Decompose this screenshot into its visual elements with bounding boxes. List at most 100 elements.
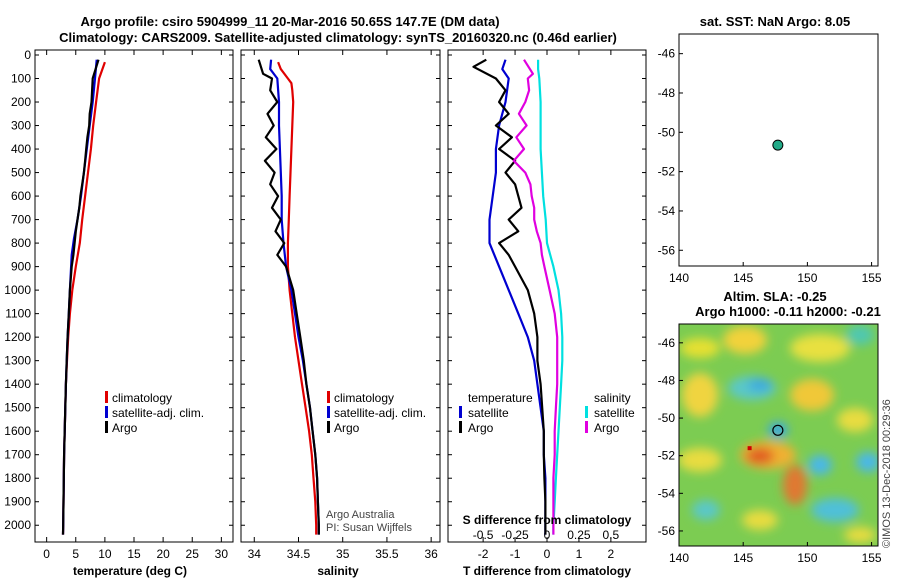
- x-top-tick-label: 0.5: [603, 528, 620, 542]
- map-y-tick-label: -52: [658, 165, 676, 179]
- legend-swatch-satellite: [327, 406, 330, 418]
- legend-label-t-satellite: satellite: [468, 406, 509, 420]
- depth-tick-label: 600: [11, 189, 31, 203]
- depth-tick-label: 800: [11, 236, 31, 250]
- sla-blob: [768, 422, 788, 438]
- x-tick-label: 0: [43, 547, 50, 561]
- map-x-tick-label: 150: [797, 271, 817, 285]
- sla-blob: [837, 408, 873, 432]
- legend-label-t-argo: Argo: [468, 421, 494, 435]
- legend-swatch-s-argo: [585, 421, 588, 433]
- temperature-legend: climatology satellite-adj. clim. Argo: [105, 391, 204, 435]
- legend-label-climatology: climatology: [334, 391, 394, 405]
- x-tick-label: 35.5: [375, 547, 399, 561]
- title-line-1: Argo profile: csiro 5904999_11 20-Mar-20…: [80, 14, 499, 29]
- x-tick-label: 25: [186, 547, 200, 561]
- title-line-2: Climatology: CARS2009. Satellite-adjuste…: [59, 30, 617, 45]
- sla-blob: [808, 455, 832, 475]
- legend-label-s-argo: Argo: [594, 421, 620, 435]
- depth-tick-label: 1300: [4, 354, 31, 368]
- map-y-tick-label: -54: [658, 204, 676, 218]
- depth-tick-label: 100: [11, 72, 31, 86]
- temperature-xlabel: temperature (deg C): [73, 564, 187, 578]
- difference-plot: -2 -1 0 1 2 -0.5 -0.25 0 0.25 0.5: [448, 50, 646, 561]
- legend-swatch-climatology: [105, 391, 108, 403]
- x-tick-label: 2: [608, 547, 615, 561]
- sla-blob: [682, 373, 718, 417]
- annotation-line-2: PI: Susan Wijffels: [326, 522, 412, 534]
- series-line-temperature-satellite: [488, 59, 547, 535]
- difference-xlabel: T difference from climatology: [463, 564, 631, 578]
- x-tick-label: 0: [544, 547, 551, 561]
- map-y-tick-label: -48: [658, 373, 676, 387]
- legend-label-satellite: satellite-adj. clim.: [334, 406, 426, 420]
- legend-swatch-t-satellite: [459, 406, 462, 418]
- map-y-tick-label: -46: [658, 47, 676, 61]
- x-tick-label: 10: [98, 547, 112, 561]
- legend-label-s-satellite: satellite: [594, 406, 635, 420]
- legend-swatch-argo: [327, 421, 330, 433]
- sla-map-plot: 140 145 150 155 -46 -48 -50 -52 -54 -56: [658, 336, 882, 565]
- series-line-climatology: [277, 61, 318, 535]
- depth-tick-label: 1400: [4, 377, 31, 391]
- sla-blob: [783, 465, 807, 505]
- depth-tick-label: 0: [24, 48, 31, 62]
- x-top-tick-label: -0.5: [473, 528, 494, 542]
- sla-blob: [790, 334, 850, 362]
- sla-blob: [748, 379, 772, 391]
- x-tick-label: 20: [156, 547, 170, 561]
- map-y-tick-label: -56: [658, 243, 676, 257]
- difference-legend: temperature satellite Argo salinity sate…: [459, 391, 635, 435]
- map-y-tick-label: -52: [658, 449, 676, 463]
- argo-location-marker: [772, 424, 784, 436]
- legend-swatch-s-satellite: [585, 406, 588, 418]
- map-x-tick-label: 155: [862, 271, 882, 285]
- x-tick-label: 15: [127, 547, 141, 561]
- sla-map-title-2: Argo h1000: -0.11 h2000: -0.21: [695, 304, 881, 319]
- temperature-plot: 0 5 10 15 20 25 30: [35, 50, 233, 561]
- sla-blob: [742, 510, 778, 530]
- salinity-plot: 34 34.5 35 35.5 36: [241, 50, 440, 561]
- sst-map-plot: 140 145 150 155 -46 -48 -50 -52 -54 -56: [658, 47, 882, 285]
- series-line-temperature-argo: [472, 58, 547, 535]
- sla-blobs: [679, 325, 878, 543]
- legend-title-salinity: salinity: [594, 391, 631, 405]
- sla-blob: [746, 448, 774, 464]
- legend-label-climatology: climatology: [112, 391, 172, 405]
- sla-blob: [844, 527, 876, 543]
- sla-map-title-1: Altim. SLA: -0.25: [723, 289, 826, 304]
- depth-tick-label: 400: [11, 142, 31, 156]
- annotation-line-1: Argo Australia: [326, 509, 395, 521]
- series-line-argo: [257, 59, 320, 535]
- legend-swatch-t-argo: [459, 421, 462, 433]
- x-top-tick-label: -0.25: [501, 528, 529, 542]
- sla-red-marker: [747, 446, 752, 451]
- map-x-tick-label: 145: [733, 551, 753, 565]
- sla-blob: [692, 500, 720, 520]
- depth-axis: 0 100 200 300 400 500 600 700 800 900 1000 1100 1200…: [4, 48, 31, 532]
- depth-tick-label: 300: [11, 119, 31, 133]
- salinity-legend: climatology satellite-adj. clim. Argo Ar…: [326, 391, 426, 534]
- depth-tick-label: 900: [11, 260, 31, 274]
- sla-blob: [811, 498, 859, 522]
- argo-location-point: [772, 139, 784, 151]
- depth-tick-label: 1800: [4, 471, 31, 485]
- depth-tick-label: 200: [11, 95, 31, 109]
- x-tick-label: -2: [478, 547, 489, 561]
- sla-blob: [846, 325, 874, 345]
- map-y-tick-label: -56: [658, 524, 676, 538]
- depth-tick-label: 1700: [4, 448, 31, 462]
- series-line-salinity-argo: [512, 59, 559, 535]
- legend-swatch-satellite: [105, 406, 108, 418]
- depth-tick-label: 2000: [4, 518, 31, 532]
- map-x-tick-label: 140: [669, 271, 689, 285]
- depth-tick-label: 1000: [4, 283, 31, 297]
- legend-swatch-argo: [105, 421, 108, 433]
- x-tick-label: 5: [72, 547, 79, 561]
- salinity-xlabel: salinity: [317, 564, 359, 578]
- legend-label-argo: Argo: [334, 421, 360, 435]
- depth-tick-label: 1200: [4, 330, 31, 344]
- map-x-tick-label: 155: [862, 551, 882, 565]
- difference-panel: [447, 49, 647, 543]
